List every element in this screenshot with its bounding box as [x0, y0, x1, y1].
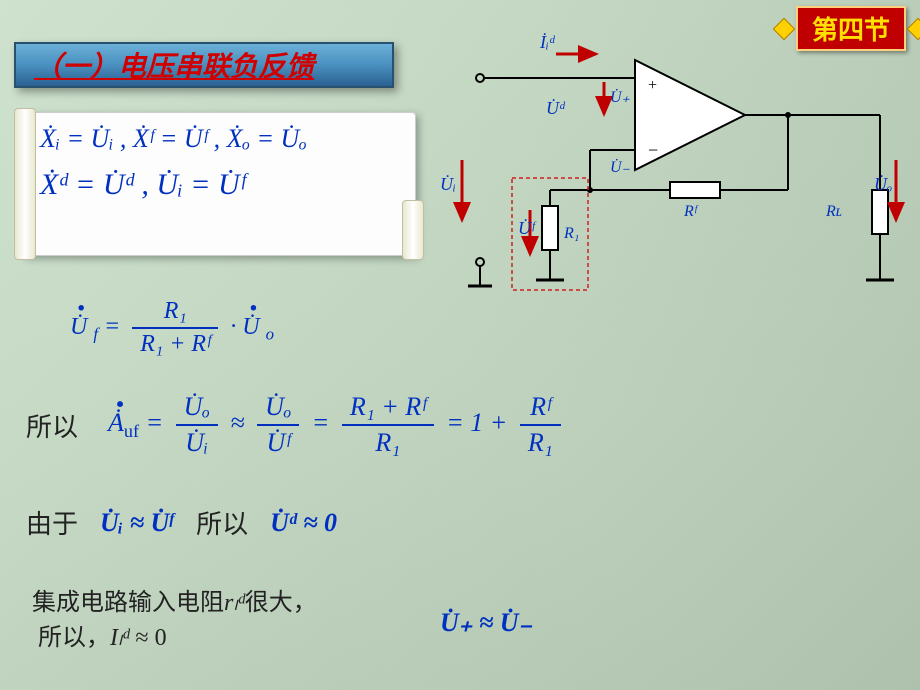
f2d: U̇ᶠ — [257, 426, 299, 458]
bt-l2b: ≈ 0 — [129, 625, 166, 651]
row-auf: 所以 Ȧuf = U̇ₒU̇ᵢ ≈ U̇ₒU̇ᶠ = R₁ + RᶠR₁ = … — [26, 392, 567, 458]
label-rf: Rᶠ — [683, 203, 699, 220]
bt-l1b: 很大， — [245, 590, 317, 616]
eq-uf-num: R₁ — [132, 298, 218, 329]
label-rl: Rʟ — [825, 203, 842, 220]
eq-ui-uf: U̇ᵢ ≈ U̇ᶠ — [100, 508, 174, 538]
label-ui: U̇ᵢ — [440, 173, 456, 194]
eq-uf-rhs: U̇ — [242, 314, 259, 340]
formula-line2: Ẋᵈ = U̇ᵈ , U̇ᵢ = U̇ᶠ — [40, 168, 398, 202]
svg-text:−: − — [648, 140, 658, 160]
bt-iid: Iₗᵈ — [110, 625, 129, 651]
cdot: · — [230, 314, 242, 340]
label-iid: İᵢᵈ — [539, 32, 556, 52]
label-so-1: 所以 — [26, 407, 78, 444]
f2n: U̇ₒ — [257, 392, 299, 426]
eq-uplus-uminus: U̇₊ ≈ U̇₋ — [440, 608, 532, 638]
f4n: Rᶠ — [520, 392, 561, 426]
title-text: （一）电压串联负反馈 — [34, 45, 314, 85]
f4d: R₁ — [520, 426, 561, 458]
bt-l2: 所以， — [38, 625, 110, 651]
label-ud: U̇ᵈ — [546, 97, 566, 118]
label-uminus: U̇₋ — [610, 159, 631, 176]
bt-rid: rₗᵈ — [224, 590, 245, 616]
f3n: R₁ + Rᶠ — [342, 392, 434, 426]
bottom-text: 集成电路输入电阻rₗᵈ很大， 所以，Iₗᵈ ≈ 0 — [32, 586, 317, 656]
formula-line1: Ẋᵢ = U̇ᵢ , Ẋᶠ = U̇ᶠ , Ẋₒ = U̇ₒ — [40, 124, 398, 154]
eq-uf-rhs-sub: o — [266, 324, 274, 343]
eq-uf-lhs-sub: f — [93, 324, 98, 343]
bt-l1: 集成电路输入电阻 — [32, 590, 224, 616]
eq-uf-den: R₁ + Rᶠ — [132, 329, 218, 358]
label-r1: R₁ — [563, 225, 579, 242]
tail: = 1 + — [446, 408, 507, 437]
label-uplus: U̇₊ — [610, 89, 631, 106]
label-uf: U̇ᶠ — [518, 217, 537, 238]
formula-box: Ẋᵢ = U̇ᵢ , Ẋᶠ = U̇ᶠ , Ẋₒ = U̇ₒ Ẋᵈ = … — [22, 112, 416, 256]
eq-ud0: U̇ᵈ ≈ 0 — [270, 508, 337, 538]
svg-text:+: + — [648, 77, 657, 94]
eq-auf-A: Ȧ — [108, 408, 124, 437]
title-bar: （一）电压串联负反馈 — [14, 42, 394, 88]
f3d: R₁ — [342, 426, 434, 458]
scroll-left-icon — [14, 108, 36, 260]
eq-auf-Asub: uf — [124, 421, 139, 441]
f1d: U̇ᵢ — [176, 426, 218, 458]
label-uo: U̇ₒ — [874, 173, 892, 194]
circuit-diagram: + − İᵢᵈ U̇ᵈ U̇₊ U̇₋ U̇ᵢ U̇ᶠ R₁ Rᶠ Rʟ U̇… — [440, 30, 910, 310]
eq-uf: U̇ f = R₁ R₁ + Rᶠ · U̇ o — [70, 298, 274, 358]
label-so-2: 所以 — [196, 504, 248, 541]
scroll-right-icon — [402, 200, 424, 260]
eq-uf-lhs: U̇ — [70, 314, 87, 340]
equals: = — [104, 314, 126, 340]
label-since: 由于 — [26, 504, 78, 541]
row-ud0: 由于 U̇ᵢ ≈ U̇ᶠ 所以 U̇ᵈ ≈ 0 — [26, 504, 337, 541]
f1n: U̇ₒ — [176, 392, 218, 426]
eq-auf: Ȧuf = U̇ₒU̇ᵢ ≈ U̇ₒU̇ᶠ = R₁ + RᶠR₁ = 1 +… — [108, 392, 567, 458]
